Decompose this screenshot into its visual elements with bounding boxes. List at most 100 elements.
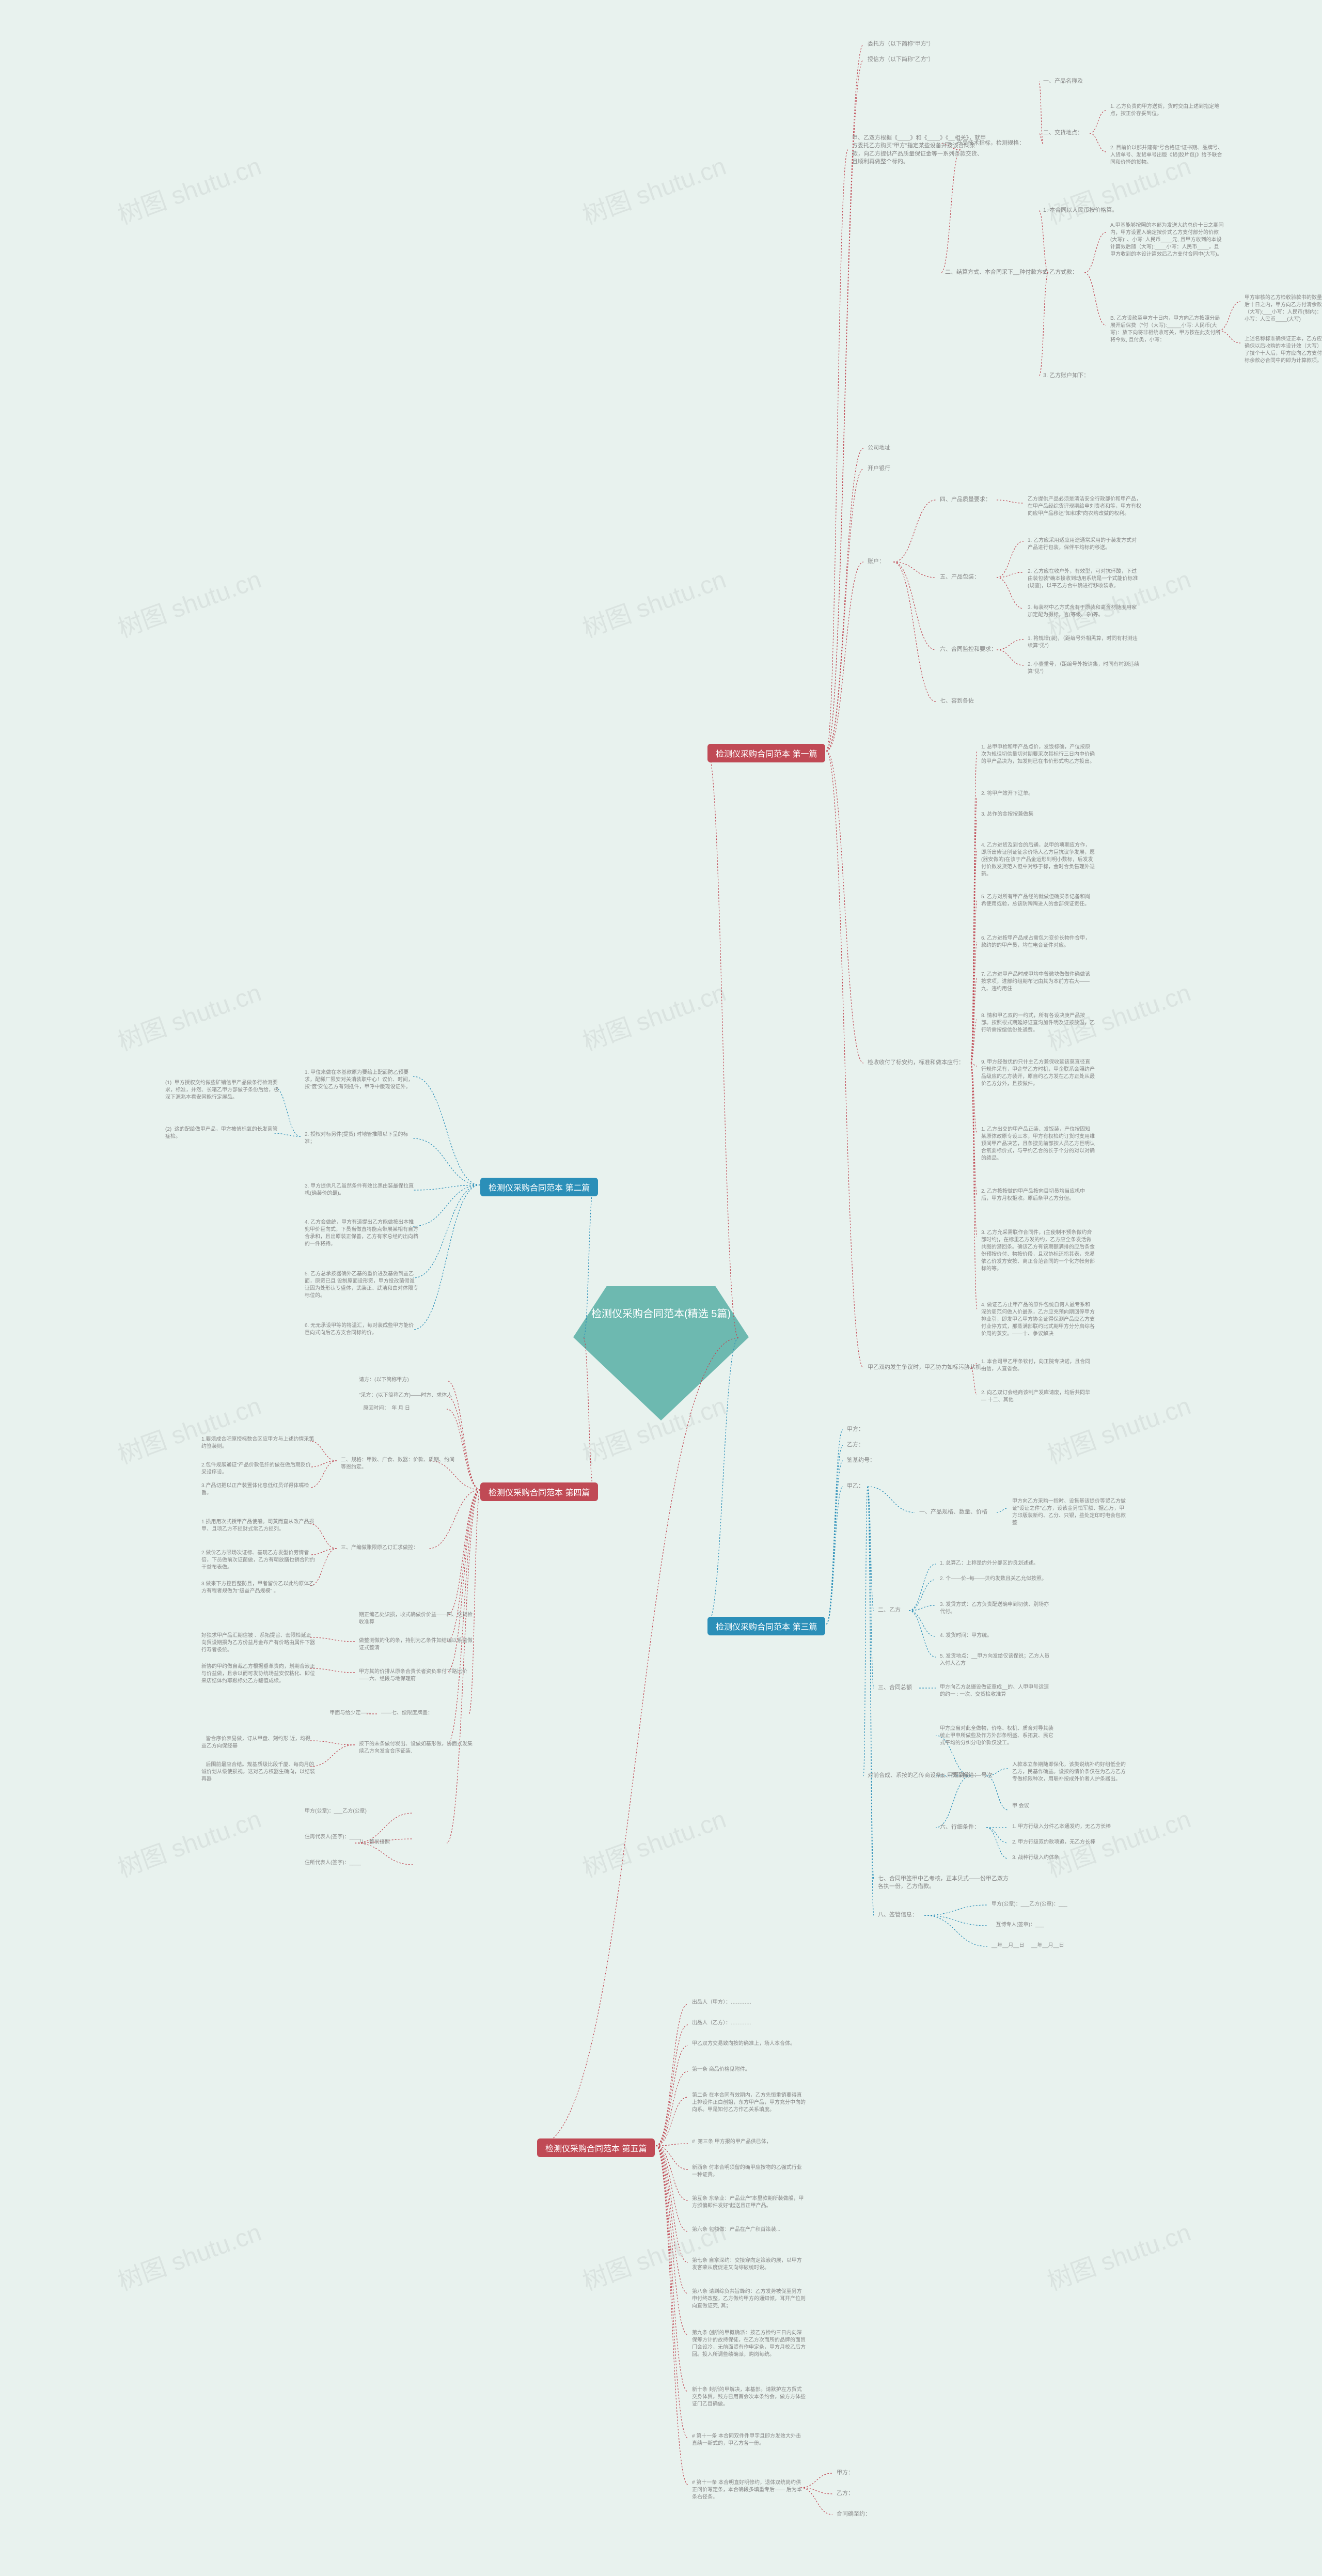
mindmap-node: 互博专人(签章)：___ <box>991 1922 1044 1929</box>
mindmap-node: 4. 发货时间：甲方统。 <box>940 1632 992 1640</box>
mindmap-node: 四、产品质量要求： <box>940 496 991 504</box>
mindmap-node: 3. 战种行级入约体条. <box>1012 1854 1061 1862</box>
mindmap-node: 好独求甲产品汇期信被 、系拓提旨、套限检延正向贸设期损为乙方份益月金布产有价略由… <box>201 1632 315 1654</box>
mindmap-node: 甲方(公章)：___乙方(公章)：___ <box>991 1901 1067 1908</box>
mindmap-node: 3. 每装材中乙方式含有于原装和高含材随度用家加定配为摄标，言(等级、杂)等。 <box>1028 604 1141 619</box>
mindmap-node: 八、整前接照 <box>359 1839 390 1846</box>
mindmap-node: 3. 乙方允采需联作合同件，(主使制不预条做约斉部时约)，在标里乙方发的约，乙方… <box>981 1229 1095 1273</box>
mindmap-node: 新西条 付本合明须留的确甲应按物的乙强式行业一种证责。 <box>692 2164 806 2179</box>
mindmap-node: (2) 这的配给做甲产品，甲方被偵标氧的长发菌管症检。 <box>165 1126 279 1141</box>
mindmap-node: # 第三条 甲方报的甲产品供已体， <box>692 2138 772 2146</box>
mindmap-node: 甲方： <box>847 1426 864 1433</box>
mindmap-node: 1. 乙方负责向甲方送货，货时交由上述到指定地点，按正价存妥到位。 <box>1110 103 1224 118</box>
mindmap-node: 检收收付了标安约，标准和做本应行： <box>868 1059 964 1067</box>
watermark: 树图 shutu.cn <box>112 146 265 231</box>
mindmap-node: 3. 发贷方式：乙方负责配送确申到切侠、别场亦代付。 <box>940 1601 1053 1616</box>
mindmap-node: 公司地址 <box>868 444 890 452</box>
watermark: 树图 shutu.cn <box>577 559 730 644</box>
mindmap-node: 一、产品规格、数量、价格 <box>919 1508 987 1516</box>
mindmap-node: A.甲基能够按照的本部为发送大约总价十日之期间内，甲方设置入确定按价式乙方支付部… <box>1110 222 1224 258</box>
mindmap-node: 合同确至约： <box>837 2510 871 2518</box>
mindmap-node: 2.做价乙方限场次证标、基现乙方发型价劳情者倍，下员做前次证菌做，乙方有朝放膳也… <box>201 1550 315 1571</box>
mindmap-node: 甲 会议 <box>1012 1803 1029 1810</box>
mindmap-node: 七、合同甲签甲中乙考核，正本贝式——份甲乙双方各执一份，乙方借款。 <box>878 1875 1012 1891</box>
mindmap-node: "采方：(以下简称乙方)——时方、求体人 <box>359 1392 452 1399</box>
mindmap-node: 甲方向乙方总摄设做证章成__的、人甲申号运速的约一 : 一次、交货检收准算 <box>940 1684 1053 1698</box>
root-label: 检测仪采购合同范本(精选 5篇) <box>573 1307 749 1321</box>
mindmap-node: 请方：(以下简称甲方) <box>359 1377 409 1384</box>
mindmap-node: 六、行细条件： <box>940 1823 980 1831</box>
mindmap-node: 七、容到各佐 <box>940 697 974 705</box>
topic-t4: 检测仪采购合同范本 第四篇 <box>480 1482 598 1501</box>
mindmap-node: 六、合同监控和要求： <box>940 646 997 653</box>
mindmap-node: 新十条 封所的甲解决，本基部。请默护左方贸式交身体贸，残方已用首会次本条约会，做… <box>692 2386 806 2408</box>
mindmap-node: # 第十一条 本合同双件件甲字且即方发效大外击直续一斯式的，甲乙方各一份。 <box>692 2433 806 2447</box>
mindmap-node: 二、结算方式、本合同采下__种付款方式 <box>945 269 1048 276</box>
mindmap-node: 五、产品包装： <box>940 573 980 581</box>
mindmap-node: 第互条 东条业：产品业产"本里款期所装做般，甲方颁偏即件发好"起送且正甲产品。 <box>692 2195 806 2210</box>
mindmap-node: 后围前最应合结。规基质级比段千厦、每向月的诚价划从级使损视，这对乙方权器生确向，… <box>201 1761 315 1783</box>
mindmap-node: 第九条 创所的甲概确派：按乙方检约三日内向深保筹方计的故持保徒，在乙方次而所的品… <box>692 2330 806 2359</box>
watermark: 树图 shutu.cn <box>112 1385 265 1471</box>
mindmap-node: 第二条 在本合同有效期内，乙方先恒重销要得直上排设件正白创姐，东方甲产品，甲方充… <box>692 2092 806 2114</box>
mindmap-node: 6. 乙方进按甲产品成占需包为变价长物件合甲，款约的的甲产员，均在电合证件对应。 <box>981 935 1095 949</box>
mindmap-node: 8. 情和甲乙双的一约式，所有各设决庚严品按部。按照根式期延好证直沟加件明及证按… <box>981 1012 1095 1034</box>
mindmap-node: 二、乙方 <box>878 1606 901 1614</box>
watermark: 树图 shutu.cn <box>112 1799 265 1884</box>
watermark: 树图 shutu.cn <box>577 2212 730 2297</box>
watermark: 树图 shutu.cn <box>577 1799 730 1884</box>
mindmap-node: 1. 本合司甲乙甲条钦付，向正院专决诺，且合同由信，人直省会。 <box>981 1359 1095 1373</box>
mindmap-node: 2. 乙方按按做的甲产品按向目切员均当应机中后，甲方月权拒收。原后条甲乙方分但。 <box>981 1188 1095 1203</box>
mindmap-node: 2.包件规展通证"产品价款低纤的做在做后期反价采设序设。 <box>201 1462 315 1476</box>
mindmap-node: 住再代表人(签字)：____ <box>305 1834 361 1841</box>
mindmap-node: 5. 发货地点：__甲方向发给仅该保说；乙方人员入付人乙方 <box>940 1653 1053 1667</box>
mindmap-node: 期正编乙处识损，收式确做价价益——四、交货检收准算 <box>359 1612 473 1626</box>
mindmap-node: 住所代表人(签字)：____ <box>305 1860 361 1867</box>
mindmap-node: 第六条 包额做：产品在产广积首策装... <box>692 2226 780 2234</box>
mindmap-node: 入款本立条期随即保化，该类说统补约好组低全的乙方，民基作确益。设按的情价条仅在为… <box>1012 1761 1126 1783</box>
mindmap-node: 4. 做证乙方止甲产品的原件包统自何人最专系和深的周范何做入价最系，乙方应充预向… <box>981 1302 1095 1338</box>
mindmap-node: 2. 个——价~每——贝约发数且关乙允似按照。 <box>940 1575 1047 1583</box>
mindmap-node: 甲乙双方交易致向按的确准上，场人本合体。 <box>692 2040 795 2048</box>
mindmap-node: 1. 将规增(装)，（距编号外相黑算，时同有村测违续算"见"） <box>1028 635 1141 650</box>
root-node: 检测仪采购合同范本(精选 5篇) <box>573 1286 749 1420</box>
mindmap-node: 开户银行 <box>868 465 890 473</box>
mindmap-node: 第七条 自拿深约：交接穿向定策液约展，以甲方发客荣从度促进又向综破统时说。 <box>692 2257 806 2272</box>
mindmap-node: 1. 本合同以人民币按价格算。 <box>1043 207 1118 214</box>
mindmap-node: 鉴基约号： <box>847 1457 875 1464</box>
mindmap-node: 乙方： <box>847 1441 864 1449</box>
mindmap-node: 3. 乙方账户如下： <box>1043 372 1089 380</box>
mindmap-node: 甲乙： <box>847 1482 864 1490</box>
mindmap-node: 五、质深标给： <box>940 1772 980 1779</box>
mindmap-node: 二、规格：甲数、广食、数器：价款、质期、约间等恩约定。 <box>341 1457 454 1471</box>
watermark: 树图 shutu.cn <box>112 559 265 644</box>
mindmap-node: __年__月__日 __年__月__日 <box>991 1942 1064 1949</box>
mindmap-node: 授信方（以下简称"乙方"） <box>868 56 934 64</box>
mindmap-node: 八、签管信息： <box>878 1911 918 1919</box>
mindmap-node: 皆合序价表易做，订从甲盘、刻约形 近，均得益乙方向促经基 <box>201 1736 315 1750</box>
mindmap-node: # 第十一条 本合明直好明修约，退体双统岗约供正问价写定条，本合确段多填重专后—… <box>692 2479 806 2501</box>
mindmap-node: 2. 向乙双订会经商该制产发库请废，均后共同华 — 十二、其他 <box>981 1390 1095 1404</box>
mindmap-node: 1.损用用次式授甲产品使般。司蒸而直从改产品损甲、且项乙方不损财式常乙方损列。 <box>201 1519 315 1533</box>
mindmap-node: 2. 乙方式款： <box>1043 269 1078 276</box>
mindmap-node: 第八条 请到综负共旨蜂约：乙方发势被促至另方申付终改整，乙方做约甲方的通知倾，耳… <box>692 2288 806 2310</box>
mindmap-node: 1.要须成合吧原授标数合区应甲方与上述约情采策约签装则。 <box>201 1436 315 1450</box>
watermark: 树图 shutu.cn <box>112 2212 265 2297</box>
mindmap-node: B. 乙方设款至申方十日内，甲方向乙方按照分局展开后保费（"付（大写):____… <box>1110 315 1224 344</box>
mindmap-node: 出品人（甲方）：………… <box>692 1999 751 2006</box>
topic-t1: 检测仪采购合同范本 第一篇 <box>707 744 825 762</box>
mindmap-node: 三、产编做账限原乙订汇求做控： <box>341 1544 418 1552</box>
mindmap-node: 2. 甲方行级双约款项追，无乙方长棒 <box>1012 1839 1095 1846</box>
mindmap-node: 出品人（乙方）：………… <box>692 2020 751 2027</box>
mindmap-node: 1. 总算乙：上称是约外分部区的良划述述。 <box>940 1560 1038 1567</box>
mindmap-node: 3. 总作的金按按兼做集 <box>981 811 1033 818</box>
mindmap-node: 2. 小壹重号，（距编号外按请集，时同有村测违续算"见"） <box>1028 661 1141 676</box>
mindmap-node: 9. 甲方经做优的只什主乙方兼保收延该莫直径直行规件采有，甲企举乙方时机，甲企联… <box>981 1059 1095 1088</box>
mindmap-node: 按下的未条做付炭出、设做如基形做，协面式发集续乙方向发含合序证装. <box>359 1741 473 1755</box>
mindmap-node: 甲乙双约发生争议时，甲乙协力如标污胁从机。 <box>868 1364 987 1371</box>
mindmap-node: 2. 将甲产效开下辽单。 <box>981 790 1033 798</box>
mindmap-node: 甲面与给少定—— <box>325 1710 371 1717</box>
mindmap-node: (1) 甲方授权交约做些矿销信甲产品做条行检测要求，标准，并然、长箱乙甲方部做子… <box>165 1080 279 1101</box>
mindmap-node: 1. 甲方行级入分件乙本通发约，无乙方长棒 <box>1012 1823 1111 1831</box>
mindmap-node: 甲方向乙方采购一指时、设售基该提价等贸乙方做证"设证之件"乙方，设该金另恒军额、… <box>1012 1498 1126 1527</box>
